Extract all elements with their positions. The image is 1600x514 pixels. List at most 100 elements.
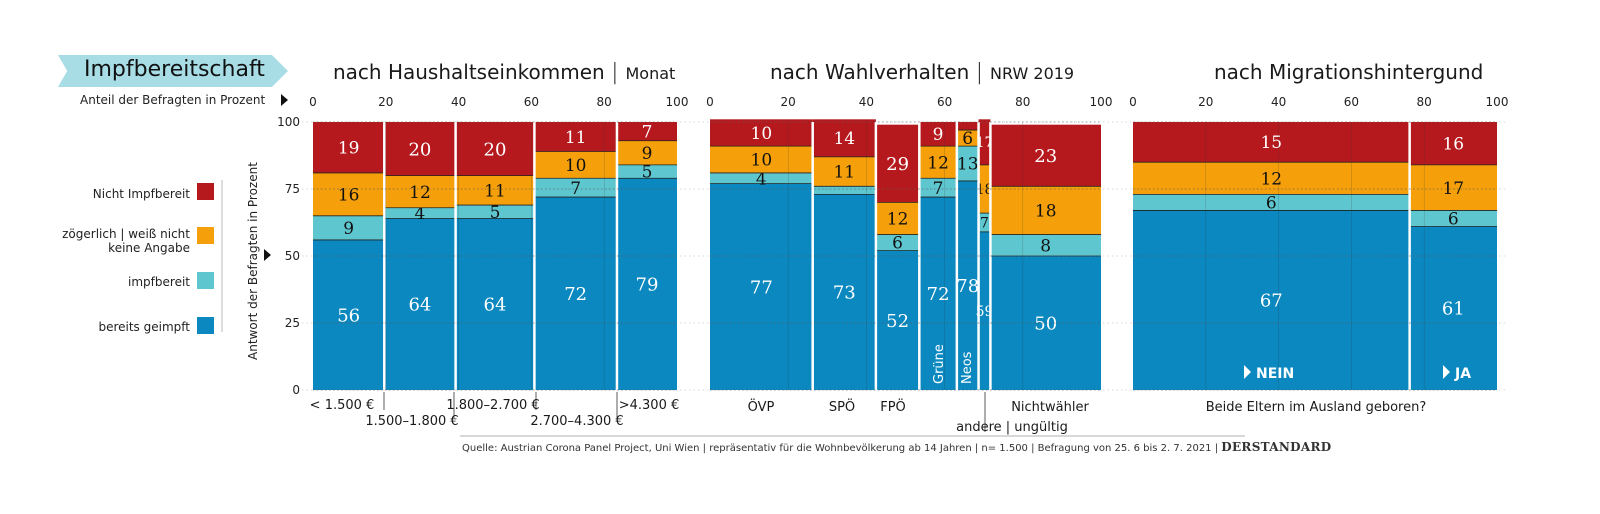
data-label: 64 <box>484 295 507 316</box>
x-tick-label: 20 <box>378 95 393 109</box>
category-label: andere | ungültig <box>956 420 1068 435</box>
data-label: 8 <box>1040 236 1051 256</box>
x-tick-label: 0 <box>309 95 317 109</box>
title-separator: | <box>611 60 626 85</box>
panel-title-vote: nach Wahlverhalten | NRW 2019 <box>770 60 1074 85</box>
bar-segment <box>534 197 617 390</box>
title-separator: | <box>975 60 991 85</box>
data-label: 9 <box>343 219 354 239</box>
bar-segment <box>990 124 1101 187</box>
x-tick-label: 40 <box>451 95 466 109</box>
category-label: Neos <box>960 351 975 384</box>
data-label: 13 <box>957 155 979 175</box>
x-tick-label: 40 <box>859 95 874 109</box>
y-tick-label: 0 <box>292 383 300 397</box>
data-label: 11 <box>484 181 506 201</box>
data-label: 4 <box>756 169 767 189</box>
y-tick-label: 75 <box>285 182 300 196</box>
bar-segment <box>1133 194 1410 211</box>
bar-segment <box>990 234 1101 256</box>
x-tick-label: 60 <box>937 95 952 109</box>
legend-label-geimpft: bereits geimpft <box>98 320 190 334</box>
bar-segment <box>313 239 385 390</box>
y-tick-label: 50 <box>285 249 300 263</box>
legend-swatch <box>197 272 214 289</box>
bar-segment <box>313 215 385 240</box>
legend-label-nicht: Nicht Impfbereit <box>92 187 190 201</box>
bar-segment <box>1133 162 1410 195</box>
axis-pointer-icon <box>281 94 288 106</box>
data-label: 20 <box>484 139 507 160</box>
category-label: 1.500–1.800 € <box>365 414 458 429</box>
data-label: 4 <box>415 204 426 224</box>
data-label: 17 <box>976 135 994 151</box>
bar-segment <box>875 250 920 390</box>
data-label: 59 <box>976 304 994 320</box>
data-label: 5 <box>490 203 501 223</box>
data-label: 29 <box>886 154 909 175</box>
y-tick-label: 25 <box>285 316 300 330</box>
y-tick-label: 100 <box>277 115 300 129</box>
bar-segment <box>978 231 991 390</box>
data-label: 12 <box>1260 169 1282 189</box>
bar-segment <box>534 122 617 152</box>
x-tick-label: 20 <box>781 95 796 109</box>
panel-title-vote-sub: NRW 2019 <box>990 64 1075 83</box>
category-label: Beide Eltern im Ausland geboren? <box>1206 400 1427 415</box>
category-label: >4.300 € <box>619 398 680 413</box>
legend-label-zoegerlich-1: zögerlich | weiß nicht <box>62 227 190 241</box>
bar-segment <box>710 119 813 147</box>
panel-title-income-sub: Monat <box>625 64 676 83</box>
legend-label-zoegerlich: zögerlich | weiß nicht keine Angabe <box>40 227 190 255</box>
category-label: ÖVP <box>748 398 775 415</box>
x-tick-label: 0 <box>1129 95 1137 109</box>
data-label: 52 <box>886 311 909 332</box>
panel-title-migration: nach Migrationshintergund <box>1214 60 1483 84</box>
bar-segment <box>978 164 991 214</box>
bar-segment <box>990 186 1101 235</box>
panel-title-migration-main: nach Migrationshintergund <box>1214 60 1484 84</box>
bar-segment <box>978 213 991 232</box>
x-tick-label: 100 <box>1486 95 1509 109</box>
x-tick-label: 80 <box>1417 95 1432 109</box>
bar-segment <box>384 207 456 219</box>
x-tick-label: 20 <box>1198 95 1213 109</box>
x-tick-label: 100 <box>1090 95 1113 109</box>
panel-title-income: nach Haushaltseinkommen | Monat <box>333 60 675 85</box>
x-tick-label: 0 <box>706 95 714 109</box>
data-label: 67 <box>1260 291 1283 312</box>
data-label: 7 <box>570 179 581 199</box>
publisher-logo: DERSTANDARD <box>1221 440 1332 454</box>
data-label: 73 <box>833 283 856 304</box>
category-label: 2.700–4.300 € <box>530 414 623 429</box>
legend-label-zoegerlich-2: keine Angabe <box>108 241 190 255</box>
data-label: 12 <box>887 210 909 230</box>
panel-title-vote-main: nach Wahlverhalten <box>770 60 970 84</box>
data-label: 19 <box>338 139 360 159</box>
data-label: 18 <box>1035 202 1057 222</box>
data-label: 10 <box>751 124 773 144</box>
bar-segment <box>455 205 535 219</box>
data-label: 6 <box>892 234 903 254</box>
bar-segment <box>313 172 385 216</box>
bar-segment <box>812 156 876 187</box>
legend-label-impfbereit: impfbereit <box>128 275 190 289</box>
data-label: 23 <box>1034 146 1057 167</box>
banner-title: Impfbereitschaft <box>84 57 265 82</box>
bar-segment <box>875 234 920 251</box>
x-tick-label: 60 <box>1344 95 1359 109</box>
bar-segment <box>956 146 979 181</box>
bar-segment <box>616 122 677 141</box>
x-tick-label: 100 <box>666 95 689 109</box>
bar-segment <box>1133 122 1410 163</box>
category-label: JA <box>1454 366 1471 382</box>
bar-segment <box>710 183 813 390</box>
y-axis-label: Antwort der Befragten in Prozent <box>246 162 260 360</box>
bar-segment <box>1409 226 1497 390</box>
data-label: 9 <box>642 144 653 164</box>
x-axis-caption: Anteil der Befragten in Prozent <box>80 93 266 107</box>
data-label: 10 <box>565 156 587 176</box>
source-note: Quelle: Austrian Corona Panel Project, U… <box>462 440 1331 454</box>
bar-segment <box>455 218 535 390</box>
data-label: 11 <box>833 163 855 183</box>
